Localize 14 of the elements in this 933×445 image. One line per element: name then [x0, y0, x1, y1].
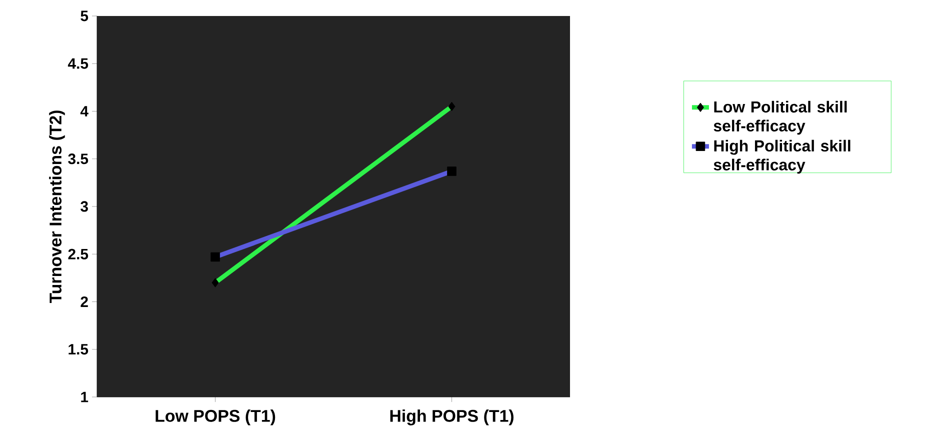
y-tick-label: 1 — [81, 392, 88, 402]
legend-label: Low Political skill self-efficacy — [714, 100, 847, 135]
y-tick-label: 1.5 — [68, 344, 88, 355]
x-tick-label: High POPS (T1) — [390, 409, 514, 426]
y-axis-title: Turnover Intentions (T2) — [49, 110, 65, 304]
y-tick-label: 4 — [80, 106, 88, 116]
y-tick-label: 4.5 — [68, 58, 88, 69]
legend-label: High Political skill self-efficacy — [714, 140, 850, 174]
y-tick-label: 3 — [80, 201, 88, 212]
y-tick-label: 2 — [80, 296, 88, 307]
y-tick-label: 5 — [80, 10, 88, 22]
x-tick-label: Low POPS (T1) — [156, 409, 276, 426]
y-tick-label: 2.5 — [68, 248, 88, 260]
y-tick-label: 3.5 — [68, 154, 88, 164]
